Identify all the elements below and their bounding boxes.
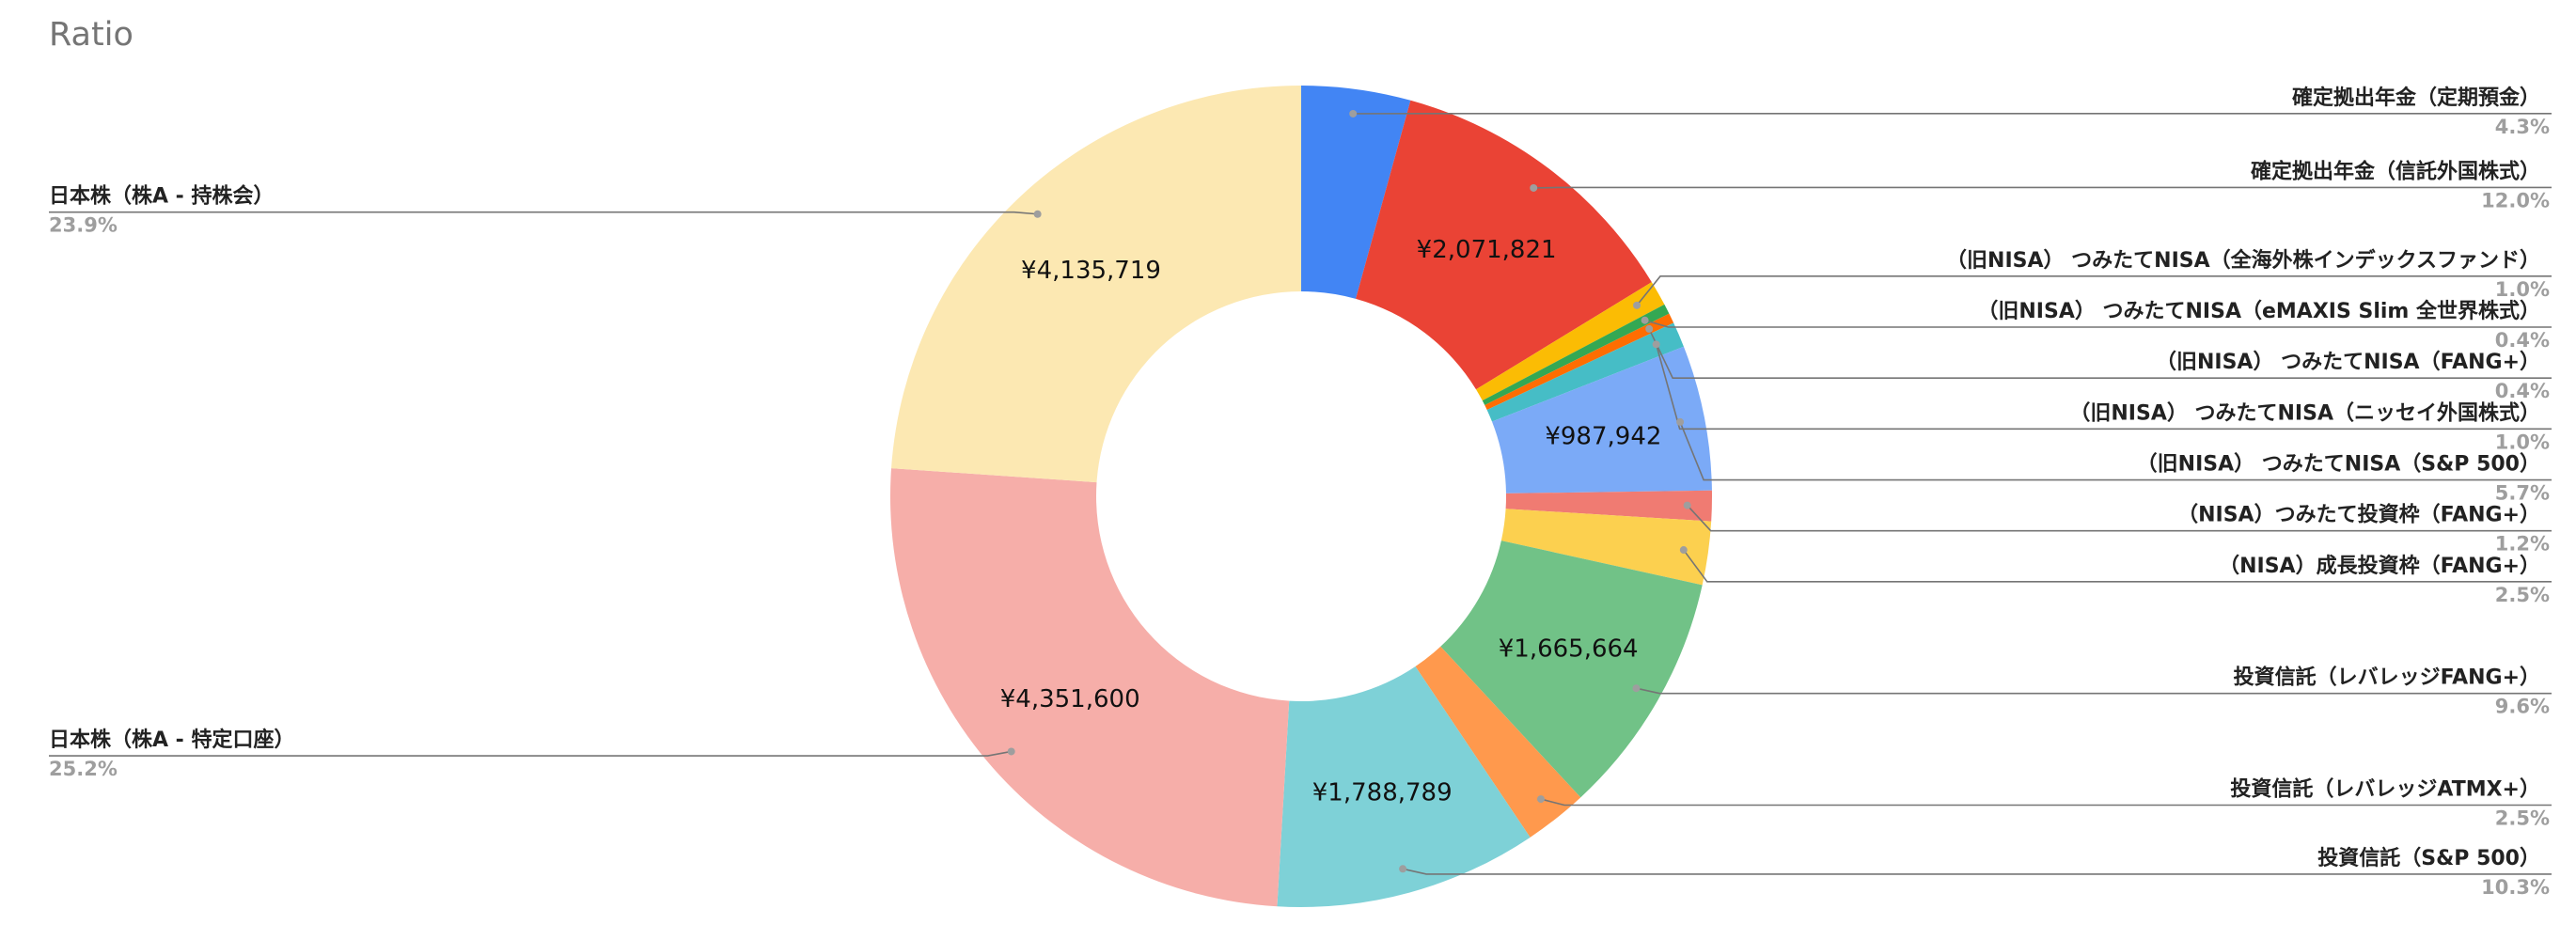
legend-label: （旧NISA） つみたてNISA（ニッセイ外国株式） (2069, 400, 2540, 425)
leader-dot (1633, 301, 1641, 309)
percent-label: 2.5% (2495, 807, 2550, 829)
pie-slice (1482, 304, 1670, 406)
percent-label: 10.3% (2481, 876, 2550, 899)
pie-slice (1476, 282, 1665, 401)
percent-label: 1.2% (2495, 533, 2550, 556)
pie-slice (1486, 322, 1684, 422)
percent-label: 0.4% (2495, 380, 2550, 402)
leader-dot (1679, 546, 1688, 555)
leader-dot (1033, 210, 1042, 218)
pie-slice (890, 468, 1290, 907)
leader-dot (1399, 865, 1407, 873)
leader-line (1636, 687, 2552, 695)
leader-dot (1536, 795, 1545, 804)
leader-dot (1632, 684, 1641, 693)
leader-dot (1645, 324, 1654, 333)
percent-label: 5.7% (2495, 482, 2550, 505)
value-label: ¥1,665,664 (1499, 634, 1639, 663)
leader-dot (1683, 501, 1691, 509)
value-label: ¥1,788,789 (1312, 778, 1453, 807)
legend-label: 日本株（株A - 特定口座） (49, 728, 294, 752)
percent-label: 4.3% (2495, 116, 2550, 138)
leader-dot (1007, 747, 1015, 756)
leader-dot (1349, 109, 1358, 118)
pie-slice (1415, 646, 1581, 838)
value-label: ¥4,351,600 (1000, 685, 1140, 713)
leader-dot (1676, 417, 1685, 426)
percent-label: 1.0% (2495, 431, 2550, 453)
value-label: ¥2,071,821 (1417, 236, 1557, 264)
pie-slice (1301, 86, 1411, 299)
leader-line (1540, 798, 2552, 807)
pie-slice (1500, 509, 1712, 586)
leader-dot (1652, 340, 1660, 349)
percent-label: 12.0% (2481, 189, 2550, 212)
percent-label: 9.6% (2495, 696, 2550, 718)
leader-line (1644, 319, 2552, 328)
leader-dot (1530, 183, 1538, 192)
percent-label: 25.2% (49, 758, 118, 780)
percent-label: 2.5% (2495, 584, 2550, 606)
pie-slice (1277, 666, 1531, 907)
percent-label: 0.4% (2495, 329, 2550, 352)
legend-label: （旧NISA） つみたてNISA（S&P 500） (2137, 453, 2540, 477)
leader-line (1636, 275, 2552, 306)
pie-slice (891, 86, 1301, 483)
legend-label: 投資信託（レバレッジFANG+） (2234, 666, 2540, 690)
legend-label: （旧NISA） つみたてNISA（全海外株インデックスファンド） (1946, 248, 2540, 273)
value-label: ¥4,135,719 (1021, 257, 1161, 285)
legend-label: （NISA）つみたて投資枠（FANG+） (2177, 503, 2540, 527)
leader-line (1679, 421, 2552, 481)
chart-title: Ratio (49, 16, 134, 54)
leader-dot (1641, 316, 1649, 324)
pie-slice (1491, 346, 1712, 494)
leader-line (49, 750, 1012, 757)
legend-label: 確定拠出年金（信託外国株式） (2251, 159, 2540, 183)
leader-line (1402, 868, 2552, 875)
percent-label: 23.9% (49, 214, 118, 237)
leader-line (49, 211, 1038, 215)
legend-label: 日本株（株A - 持株会） (49, 184, 274, 209)
pie-slice (1505, 490, 1712, 522)
legend-label: 投資信託（レバレッジATMX+） (2230, 776, 2540, 801)
value-label: ¥987,942 (1545, 422, 1661, 450)
legend-label: （旧NISA） つみたてNISA（FANG+） (2156, 351, 2540, 374)
legend-label: 確定拠出年金（定期預金） (2292, 86, 2540, 110)
percent-label: 1.0% (2495, 278, 2550, 301)
leader-line (1687, 505, 2552, 532)
pie-slice (1356, 100, 1652, 390)
legend-label: 投資信託（S&P 500） (2317, 846, 2540, 870)
legend-label: （NISA）成長投資枠（FANG+） (2219, 554, 2540, 578)
pie-slice (1440, 540, 1703, 798)
pie-slice (1484, 313, 1674, 410)
legend-label: （旧NISA） つみたてNISA（eMAXIS Slim 全世界株式） (1977, 299, 2540, 323)
leader-line (1655, 344, 2552, 431)
leader-line (1683, 549, 2552, 583)
